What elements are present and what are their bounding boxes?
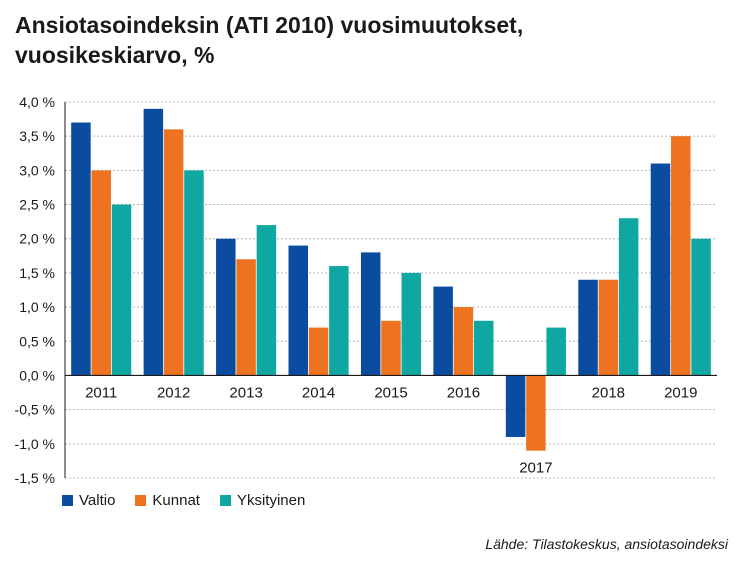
- source-note: Lähde: Tilastokeskus, ansiotasoindeksi: [485, 536, 728, 552]
- y-tick-label: 0,5 %: [19, 333, 55, 349]
- bar-yksityinen-2019: [691, 238, 711, 376]
- legend: Valtio Kunnat Yksityinen: [62, 492, 325, 509]
- bar-kunnat-2016: [453, 307, 474, 376]
- bar-valtio-2015: [360, 252, 381, 376]
- bar-yksityinen-2014: [329, 266, 349, 376]
- y-tick-label: 2,5 %: [19, 197, 55, 213]
- bar-valtio-2011: [71, 122, 91, 376]
- y-tick-label: 0,0 %: [19, 367, 55, 383]
- y-tick-label: -1,5 %: [15, 470, 55, 486]
- x-tick-label: 2012: [157, 384, 190, 401]
- bar-yksityinen-2012: [184, 170, 204, 376]
- legend-label-kunnat: Kunnat: [152, 492, 200, 509]
- bar-kunnat-2015: [381, 320, 401, 376]
- y-tick-label: 4,0 %: [19, 94, 55, 110]
- x-tick-label: 2011: [85, 384, 117, 401]
- x-tick-label: 2018: [592, 384, 625, 401]
- legend-item-yksityinen: Yksityinen: [219, 492, 306, 509]
- bar-yksityinen-2011: [111, 204, 132, 376]
- chart-title: Ansiotasoindeksin (ATI 2010) vuosimuutok…: [15, 10, 523, 70]
- y-tick-label: 1,0 %: [19, 299, 55, 315]
- legend-item-kunnat: Kunnat: [135, 492, 200, 509]
- bar-kunnat-2011: [91, 170, 111, 376]
- y-tick-label: 1,5 %: [19, 265, 55, 281]
- bar-valtio-2018: [578, 279, 598, 376]
- chart-title-line-2: vuosikeskiarvo, %: [15, 42, 215, 68]
- y-tick-label: 2,0 %: [19, 231, 55, 247]
- y-tick-label: 3,5 %: [19, 128, 55, 144]
- legend-swatch-kunnat: [135, 495, 147, 506]
- bar-kunnat-2019: [671, 136, 691, 376]
- bar-yksityinen-2013: [256, 225, 277, 376]
- x-tick-label: 2019: [664, 384, 697, 401]
- bar-valtio-2014: [288, 245, 309, 376]
- bar-kunnat-2013: [236, 259, 256, 376]
- x-tick-label: 2016: [447, 384, 480, 401]
- x-tick-label: 2017: [519, 460, 552, 477]
- legend-swatch-yksityinen: [219, 495, 231, 506]
- y-tick-label: 3,0 %: [19, 162, 55, 178]
- bar-kunnat-2017: [526, 375, 546, 451]
- y-tick-label: -0,5 %: [15, 402, 55, 418]
- bar-valtio-2017: [505, 375, 526, 437]
- bar-kunnat-2012: [163, 129, 184, 376]
- chart-title-line-1: Ansiotasoindeksin (ATI 2010) vuosimuutok…: [15, 12, 524, 38]
- x-tick-label: 2013: [229, 384, 262, 401]
- bar-yksityinen-2017: [546, 327, 566, 376]
- bar-yksityinen-2016: [473, 320, 494, 376]
- bar-kunnat-2014: [308, 327, 329, 376]
- bar-valtio-2012: [143, 108, 164, 376]
- bar-valtio-2016: [433, 286, 453, 376]
- bar-kunnat-2018: [598, 279, 619, 376]
- x-tick-label: 2015: [374, 384, 407, 401]
- bar-valtio-2013: [216, 238, 236, 376]
- legend-label-yksityinen: Yksityinen: [236, 492, 306, 509]
- y-tick-label: -1,0 %: [15, 436, 55, 452]
- legend-label-valtio: Valtio: [79, 492, 116, 509]
- x-tick-label: 2014: [302, 384, 335, 401]
- bar-yksityinen-2018: [618, 218, 639, 376]
- bar-valtio-2019: [650, 163, 671, 376]
- legend-swatch-valtio: [62, 495, 73, 506]
- bar-yksityinen-2015: [401, 272, 422, 376]
- legend-item-valtio: Valtio: [62, 492, 115, 509]
